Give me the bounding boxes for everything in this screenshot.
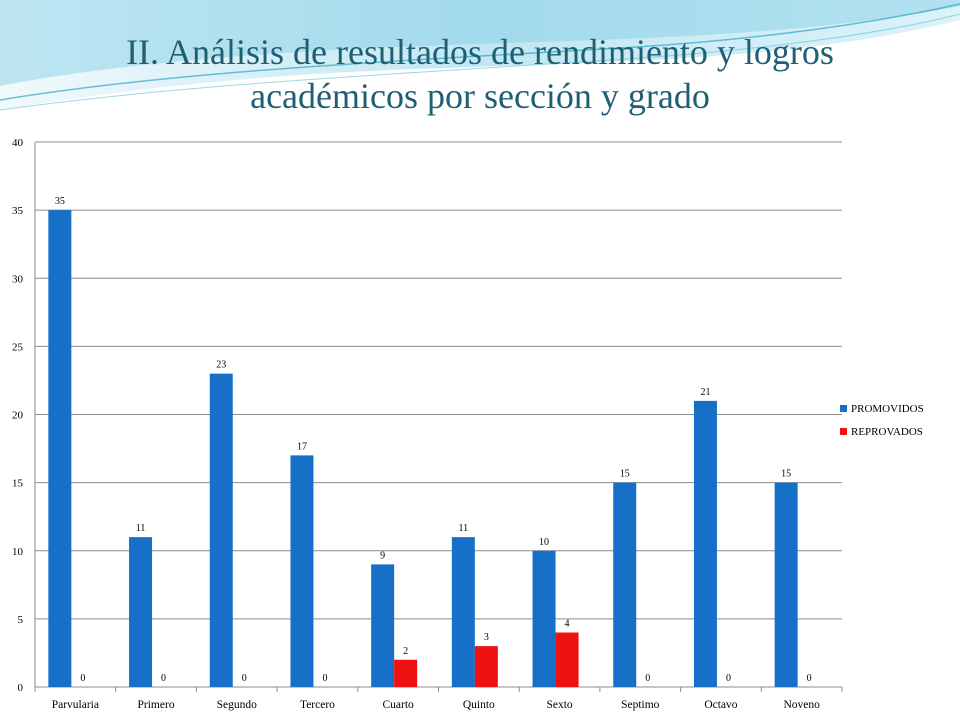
data-label: 0 bbox=[80, 673, 85, 684]
data-label: 35 bbox=[55, 196, 65, 207]
data-label: 0 bbox=[161, 673, 166, 684]
bar-promovidos bbox=[371, 564, 395, 687]
data-label: 15 bbox=[620, 469, 630, 480]
y-tick-label: 35 bbox=[12, 205, 24, 217]
data-label: 4 bbox=[565, 619, 570, 630]
data-label: 15 bbox=[781, 469, 791, 480]
x-category-label: Primero bbox=[138, 699, 175, 711]
data-label: 0 bbox=[726, 673, 731, 684]
x-category-label: Tercero bbox=[300, 699, 335, 711]
data-label: 11 bbox=[459, 523, 469, 534]
data-label: 0 bbox=[322, 673, 327, 684]
bar-promovidos bbox=[532, 550, 556, 687]
bar-promovidos bbox=[48, 210, 72, 687]
legend-label: REPROVADOS bbox=[851, 426, 923, 438]
bar-promovidos bbox=[209, 373, 233, 687]
y-tick-label: 5 bbox=[18, 614, 24, 626]
bar-promovidos bbox=[290, 455, 314, 687]
data-label: 11 bbox=[136, 523, 146, 534]
bar-promovidos bbox=[129, 537, 153, 687]
y-tick-label: 25 bbox=[12, 341, 24, 353]
slide-title-line-1: II. Análisis de resultados de rendimient… bbox=[126, 32, 834, 72]
data-label: 0 bbox=[807, 673, 812, 684]
y-tick-label: 10 bbox=[12, 546, 24, 558]
data-label: 0 bbox=[242, 673, 247, 684]
bar-reprovados bbox=[555, 632, 579, 687]
data-label: 10 bbox=[539, 537, 549, 548]
bar-reprovados bbox=[474, 646, 498, 687]
x-category-label: Quinto bbox=[463, 699, 495, 711]
data-label: 21 bbox=[700, 387, 710, 398]
x-category-label: Octavo bbox=[704, 699, 737, 711]
legend-swatch bbox=[840, 428, 847, 435]
slide-title-line-2: académicos por sección y grado bbox=[250, 76, 710, 116]
y-tick-label: 0 bbox=[18, 682, 24, 694]
y-tick-label: 15 bbox=[12, 478, 24, 490]
x-category-label: Septimo bbox=[621, 699, 660, 711]
header-swoosh-decoration bbox=[0, 0, 960, 111]
data-label: 17 bbox=[297, 441, 307, 452]
x-category-label: Cuarto bbox=[382, 699, 414, 711]
x-category-label: Noveno bbox=[783, 699, 820, 711]
data-label: 2 bbox=[403, 646, 408, 657]
slide-title: II. Análisis de resultados de rendimient… bbox=[40, 30, 920, 118]
x-category-label: Parvularia bbox=[52, 699, 99, 711]
y-tick-label: 30 bbox=[12, 273, 24, 285]
legend-swatch bbox=[840, 405, 847, 412]
bar-promovidos bbox=[613, 482, 637, 687]
bar-reprovados bbox=[394, 659, 418, 687]
y-tick-label: 40 bbox=[12, 137, 24, 149]
x-category-label: Sexto bbox=[546, 699, 572, 711]
data-label: 3 bbox=[484, 632, 489, 643]
bar-promovidos bbox=[774, 482, 798, 687]
data-label: 23 bbox=[216, 360, 226, 371]
y-tick-label: 20 bbox=[12, 410, 24, 422]
x-category-label: Segundo bbox=[217, 699, 258, 711]
bar-promovidos bbox=[451, 537, 475, 687]
data-label: 0 bbox=[645, 673, 650, 684]
data-label: 9 bbox=[380, 550, 385, 561]
legend-label: PROMOVIDOS bbox=[851, 403, 924, 415]
bar-promovidos bbox=[693, 400, 717, 687]
